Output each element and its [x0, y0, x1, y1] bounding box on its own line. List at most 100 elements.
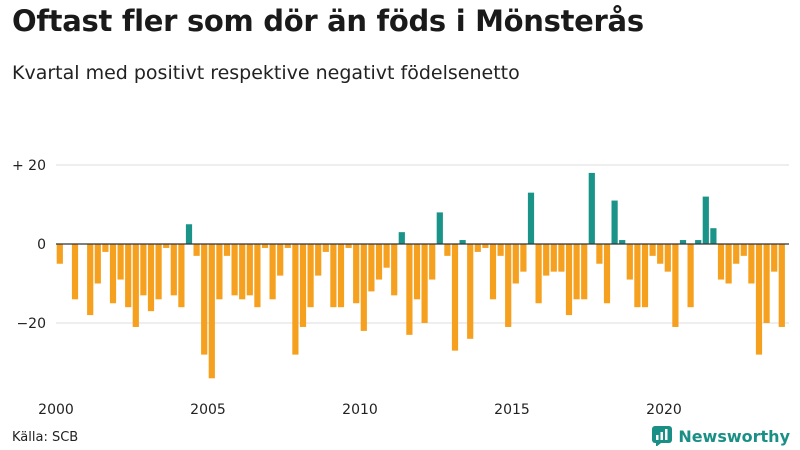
bar-q27 — [254, 244, 261, 308]
bar-q11 — [132, 244, 139, 327]
bar-q15 — [163, 244, 170, 248]
x-tick-label: 2015 — [494, 402, 530, 418]
bar-q74 — [611, 200, 618, 244]
bar-q37 — [330, 244, 337, 308]
bar-q43 — [375, 244, 383, 280]
x-tick-label: 2000 — [38, 402, 74, 418]
bar-q29 — [269, 244, 276, 300]
bar-q22 — [216, 244, 223, 300]
x-tick-label: 2010 — [342, 402, 378, 418]
bar-q10 — [125, 244, 132, 308]
bar-q34 — [307, 244, 314, 308]
bar-q31 — [284, 244, 291, 248]
bar-q21 — [208, 244, 215, 379]
bar-q20 — [201, 244, 208, 355]
bar-q14 — [155, 244, 162, 300]
bar-q39 — [345, 244, 352, 248]
brand-name: Newsworthy — [678, 426, 790, 446]
bar-q1 — [56, 244, 63, 264]
bar-q93 — [755, 244, 763, 355]
bar-q49 — [421, 244, 428, 323]
bar-q51 — [436, 212, 443, 244]
bar-q91 — [740, 244, 747, 256]
bar-q24 — [231, 244, 238, 296]
bar-q32 — [292, 244, 299, 355]
chart-title: Oftast fler som dör än föds i Mönsterås — [12, 4, 644, 38]
bar-q63 — [527, 192, 535, 244]
bar-q30 — [277, 244, 284, 276]
bar-q94 — [763, 244, 770, 323]
bar-q55 — [467, 244, 474, 339]
bar-q87 — [710, 228, 717, 244]
bar-q50 — [429, 244, 436, 280]
bar-q56 — [474, 244, 481, 252]
bar-q3 — [71, 244, 79, 300]
brand-logo: Newsworthy — [652, 426, 790, 446]
source-note: Källa: SCB — [12, 430, 79, 445]
bar-q85 — [695, 240, 702, 244]
bar-q65 — [543, 244, 550, 276]
bar-q17 — [178, 244, 185, 308]
bar-q90 — [733, 244, 740, 264]
bar-q71 — [588, 172, 595, 244]
x-tick-label: 2020 — [646, 402, 682, 418]
bar-q72 — [596, 244, 603, 264]
bar-q84 — [687, 244, 694, 308]
bar-q83 — [679, 240, 687, 244]
bar-q53 — [451, 244, 459, 351]
chart-subtitle: Kvartal med positivt respektive negativt… — [12, 62, 520, 84]
bar-q40 — [353, 244, 360, 304]
bar-q80 — [657, 244, 664, 264]
bar-q77 — [634, 244, 641, 308]
bar-q75 — [619, 240, 626, 244]
bar-q81 — [664, 244, 671, 272]
bar-q25 — [239, 244, 246, 300]
bar-q38 — [337, 244, 345, 308]
bar-q41 — [360, 244, 367, 331]
bar-q48 — [413, 244, 421, 300]
bar-q59 — [497, 244, 504, 256]
bar-q62 — [520, 244, 527, 272]
bar-q68 — [565, 244, 573, 316]
bar-q78 — [641, 244, 649, 308]
bar-q70 — [581, 244, 588, 300]
bar-q82 — [672, 244, 679, 327]
bar-q86 — [702, 196, 709, 244]
bar-q7 — [102, 244, 109, 252]
bar-q5 — [87, 244, 94, 316]
bar-q60 — [505, 244, 512, 327]
bar-q45 — [391, 244, 398, 296]
bar-q8 — [109, 244, 117, 304]
bar-q88 — [717, 244, 725, 280]
bar-q12 — [140, 244, 147, 296]
bar-q42 — [368, 244, 375, 292]
bar-q46 — [398, 232, 405, 244]
bar-q57 — [482, 244, 489, 248]
bar-q73 — [603, 244, 611, 304]
bar-q54 — [459, 240, 466, 244]
bar-q35 — [315, 244, 322, 276]
bar-q58 — [489, 244, 497, 300]
bar-q6 — [94, 244, 101, 284]
bar-q26 — [246, 244, 253, 296]
bar-q96 — [778, 244, 785, 327]
y-tick-label: −20 — [16, 316, 46, 332]
bar-q95 — [771, 244, 778, 272]
bar-q66 — [550, 244, 557, 272]
bar-q23 — [223, 244, 231, 256]
bar-q67 — [558, 244, 565, 272]
bar-q13 — [147, 244, 155, 312]
bar-q61 — [512, 244, 519, 284]
bar-q76 — [626, 244, 633, 280]
x-tick-label: 2005 — [190, 402, 226, 418]
y-tick-label: 0 — [37, 237, 46, 253]
bar-q19 — [193, 244, 200, 256]
bar-q79 — [649, 244, 656, 256]
bar-q44 — [383, 244, 390, 268]
bar-q36 — [322, 244, 329, 252]
bar-q64 — [535, 244, 542, 304]
y-tick-label: + 20 — [12, 158, 46, 174]
bar-q89 — [725, 244, 732, 284]
bar-q33 — [299, 244, 307, 327]
bar-q16 — [170, 244, 177, 296]
